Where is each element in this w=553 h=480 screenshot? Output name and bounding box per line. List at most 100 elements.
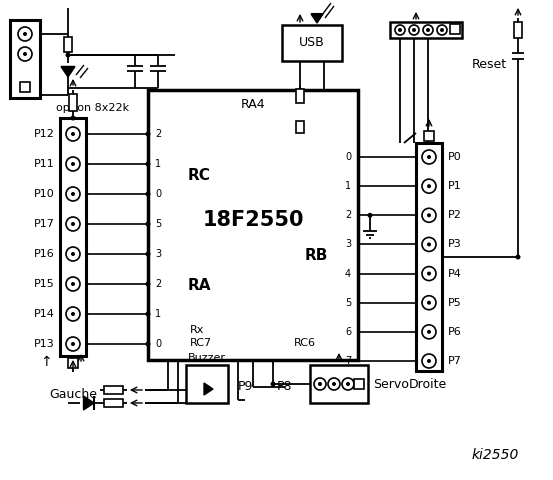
Circle shape bbox=[71, 282, 75, 286]
Circle shape bbox=[427, 242, 431, 246]
Circle shape bbox=[412, 28, 416, 32]
Text: P17: P17 bbox=[34, 219, 55, 229]
Text: 0: 0 bbox=[155, 339, 161, 349]
Circle shape bbox=[145, 252, 150, 256]
Text: P13: P13 bbox=[34, 339, 55, 349]
Circle shape bbox=[422, 238, 436, 252]
Circle shape bbox=[346, 382, 350, 386]
Text: 6: 6 bbox=[345, 327, 351, 337]
Bar bbox=[390, 22, 462, 38]
Text: Rx: Rx bbox=[190, 325, 205, 335]
Bar bbox=[424, 131, 434, 141]
Text: P5: P5 bbox=[448, 298, 462, 308]
Circle shape bbox=[23, 32, 27, 36]
Circle shape bbox=[71, 222, 75, 226]
Circle shape bbox=[332, 382, 336, 386]
Circle shape bbox=[145, 221, 150, 227]
Circle shape bbox=[145, 341, 150, 347]
Text: RA: RA bbox=[188, 277, 211, 292]
Text: 5: 5 bbox=[155, 219, 161, 229]
Circle shape bbox=[427, 272, 431, 276]
Circle shape bbox=[427, 359, 431, 363]
Circle shape bbox=[422, 150, 436, 164]
Text: P4: P4 bbox=[448, 269, 462, 278]
Bar bbox=[20, 82, 30, 92]
Polygon shape bbox=[61, 67, 75, 77]
Circle shape bbox=[145, 132, 150, 136]
Text: P12: P12 bbox=[34, 129, 55, 139]
Text: P6: P6 bbox=[448, 327, 462, 337]
Circle shape bbox=[427, 330, 431, 334]
Text: RC6: RC6 bbox=[294, 338, 316, 348]
Circle shape bbox=[398, 28, 402, 32]
Bar bbox=[296, 121, 304, 133]
Circle shape bbox=[71, 132, 75, 136]
Text: 1: 1 bbox=[155, 159, 161, 169]
Text: 2: 2 bbox=[345, 210, 351, 220]
Circle shape bbox=[422, 296, 436, 310]
Bar bbox=[416, 143, 442, 371]
Text: 1: 1 bbox=[345, 181, 351, 191]
Circle shape bbox=[342, 378, 354, 390]
Circle shape bbox=[66, 187, 80, 201]
Text: ki2550: ki2550 bbox=[471, 448, 519, 462]
Text: 2: 2 bbox=[155, 279, 161, 289]
Bar bbox=[148, 90, 358, 360]
Circle shape bbox=[71, 342, 75, 346]
Circle shape bbox=[318, 382, 322, 386]
Bar bbox=[104, 399, 123, 407]
Text: 7: 7 bbox=[345, 356, 351, 366]
Circle shape bbox=[71, 162, 75, 166]
Circle shape bbox=[437, 25, 447, 35]
Text: 4: 4 bbox=[345, 269, 351, 278]
Circle shape bbox=[66, 247, 80, 261]
Circle shape bbox=[71, 312, 75, 316]
Text: 0: 0 bbox=[155, 189, 161, 199]
Text: P7: P7 bbox=[448, 356, 462, 366]
Text: Buzzer: Buzzer bbox=[188, 353, 226, 363]
Circle shape bbox=[70, 116, 76, 120]
Bar bbox=[514, 22, 522, 38]
Circle shape bbox=[270, 382, 275, 386]
Text: P8: P8 bbox=[277, 381, 293, 394]
Circle shape bbox=[422, 179, 436, 193]
Text: P2: P2 bbox=[448, 210, 462, 220]
Bar bbox=[450, 24, 460, 34]
Text: 1: 1 bbox=[155, 309, 161, 319]
Circle shape bbox=[328, 378, 340, 390]
Bar bbox=[69, 94, 77, 111]
Text: P1: P1 bbox=[448, 181, 462, 191]
Circle shape bbox=[18, 47, 32, 61]
Circle shape bbox=[66, 307, 80, 321]
Bar bbox=[60, 118, 86, 356]
Circle shape bbox=[145, 312, 150, 316]
Text: RB: RB bbox=[305, 248, 328, 263]
Circle shape bbox=[71, 192, 75, 196]
Circle shape bbox=[66, 217, 80, 231]
Circle shape bbox=[427, 155, 431, 159]
Circle shape bbox=[66, 157, 80, 171]
Circle shape bbox=[145, 161, 150, 167]
Text: 2: 2 bbox=[155, 129, 161, 139]
Circle shape bbox=[427, 184, 431, 188]
Text: 5: 5 bbox=[345, 298, 351, 308]
Bar bbox=[64, 37, 72, 52]
Text: P9: P9 bbox=[237, 381, 253, 394]
Circle shape bbox=[314, 378, 326, 390]
Circle shape bbox=[395, 25, 405, 35]
Bar bbox=[186, 365, 228, 403]
Circle shape bbox=[66, 277, 80, 291]
Text: 3: 3 bbox=[155, 249, 161, 259]
Text: P15: P15 bbox=[34, 279, 55, 289]
Circle shape bbox=[422, 325, 436, 339]
Text: ↑: ↑ bbox=[40, 355, 52, 369]
Text: 3: 3 bbox=[345, 240, 351, 250]
Polygon shape bbox=[204, 383, 213, 395]
Circle shape bbox=[66, 337, 80, 351]
Circle shape bbox=[66, 127, 80, 141]
Bar bbox=[104, 386, 123, 394]
Bar bbox=[354, 379, 364, 389]
Text: P14: P14 bbox=[34, 309, 55, 319]
Circle shape bbox=[515, 254, 520, 260]
Bar bbox=[10, 20, 40, 98]
